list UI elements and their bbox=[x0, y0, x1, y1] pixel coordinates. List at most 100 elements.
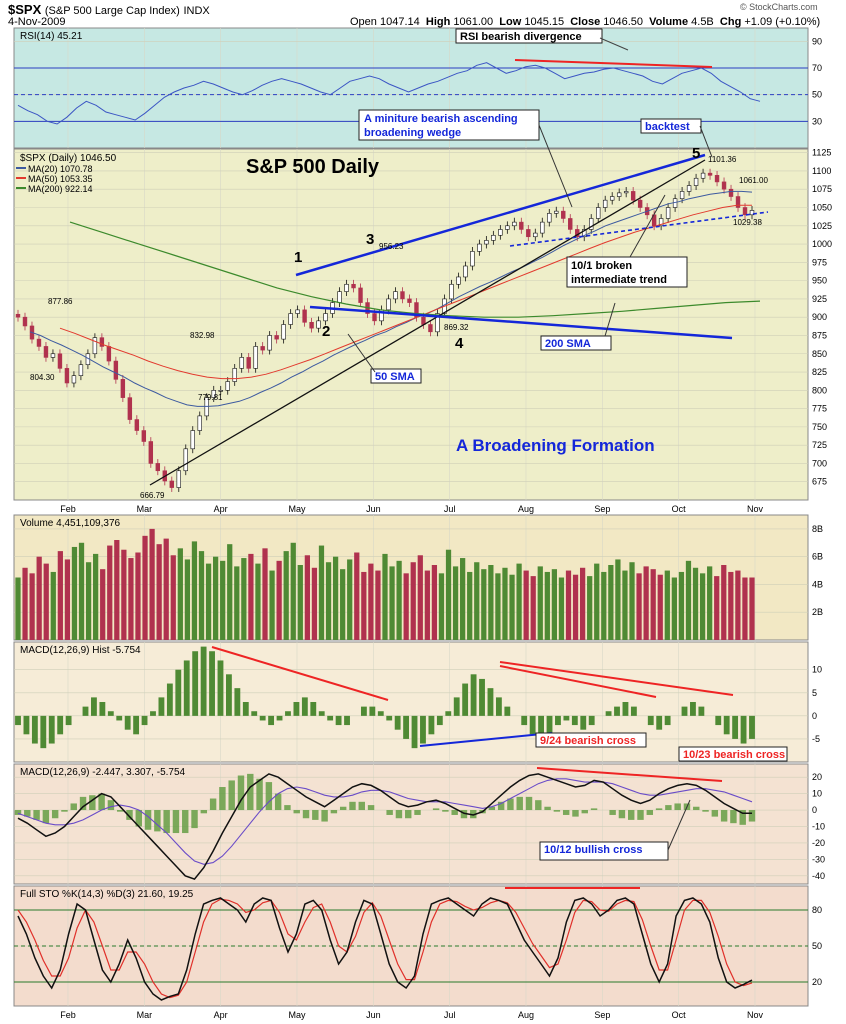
price-y-tick-label: 775 bbox=[812, 404, 827, 414]
price-candle-body bbox=[71, 375, 77, 384]
rsi-y-tick-label: 70 bbox=[812, 63, 822, 73]
sma50-annotation-box bbox=[370, 368, 422, 384]
macd-histogram-bar bbox=[251, 711, 258, 716]
sto-y-tick-label: 80 bbox=[812, 905, 822, 915]
chg-label: Chg bbox=[719, 16, 742, 28]
price-candle-body bbox=[337, 291, 342, 303]
volume-label: Volume bbox=[649, 16, 689, 28]
macd-histogram-bar bbox=[327, 715, 334, 721]
ma50-line bbox=[59, 204, 752, 380]
price-candle-body bbox=[183, 448, 188, 472]
macd-histogram-bar bbox=[420, 715, 426, 744]
volume-bar bbox=[608, 565, 614, 640]
price-candle-body bbox=[274, 335, 279, 340]
macd-legend: MACD(12,26,9) -2.447, 3.307, -5.754 bbox=[20, 767, 186, 778]
sma200-annotation: 200 SMA bbox=[545, 338, 591, 350]
macd-histogram-bar bbox=[14, 810, 22, 815]
bullish-cross-1012-box bbox=[539, 841, 669, 861]
volume-bar bbox=[707, 566, 713, 640]
volume-bar bbox=[71, 546, 78, 640]
volume-bar bbox=[481, 569, 487, 640]
volume-bar bbox=[191, 541, 198, 640]
volume-bar bbox=[85, 562, 92, 640]
volume-bar bbox=[544, 571, 550, 640]
price-label: 779.81 bbox=[198, 393, 223, 402]
month-label-oct: Oct bbox=[672, 1010, 687, 1020]
price-candle-body bbox=[148, 441, 154, 464]
price-candle-body bbox=[630, 191, 636, 201]
macd-histogram-bar bbox=[268, 715, 275, 726]
macd-histogram-bar bbox=[310, 702, 317, 716]
volume-bar bbox=[227, 544, 233, 640]
macd-histogram-bar bbox=[259, 715, 266, 721]
volume-bar bbox=[431, 565, 438, 640]
volume-bar bbox=[417, 555, 423, 640]
macd-histogram-bar bbox=[276, 715, 283, 721]
macd-histogram-bar bbox=[563, 715, 570, 721]
price-y-tick-label: 875 bbox=[812, 330, 827, 340]
macd-y-tick-label: -40 bbox=[812, 871, 825, 881]
price-candle-body bbox=[120, 379, 126, 398]
volume-bar bbox=[50, 571, 56, 640]
hist-divergence-line-3 bbox=[499, 661, 734, 696]
volume-bar bbox=[107, 545, 113, 640]
volume-bar bbox=[601, 571, 607, 640]
macd-histogram-bar bbox=[24, 810, 31, 817]
macd-signal-line bbox=[17, 778, 753, 865]
wedge-annotation-pointer bbox=[538, 124, 573, 208]
macd-histogram-bar bbox=[546, 715, 553, 735]
macd-histogram-bar bbox=[516, 796, 523, 811]
macd-histogram-bar bbox=[436, 715, 443, 726]
macd-histogram-bar bbox=[141, 715, 148, 726]
macd-histogram-bar bbox=[628, 810, 635, 820]
macd-histogram-bar bbox=[82, 706, 89, 716]
volume-bar bbox=[403, 573, 409, 640]
volume-bar bbox=[509, 574, 515, 640]
volume-bar bbox=[36, 556, 42, 640]
macd-histogram-bar bbox=[33, 810, 40, 820]
price-candle-body bbox=[498, 229, 503, 236]
price-y-tick-label: 750 bbox=[812, 422, 827, 432]
volume-bar bbox=[156, 544, 162, 640]
vol-y-tick-label: 6B bbox=[812, 552, 823, 562]
volume-bar bbox=[678, 571, 685, 640]
macd-histogram-bar bbox=[580, 715, 587, 730]
macd-histogram-bar bbox=[748, 810, 756, 822]
volume-bar bbox=[460, 558, 466, 640]
macd-histogram-bar bbox=[553, 810, 561, 812]
volume-bar bbox=[643, 566, 649, 640]
macd-histogram-bar bbox=[405, 810, 412, 819]
macd-histogram-bar bbox=[445, 711, 452, 716]
volume-bar bbox=[347, 559, 353, 640]
volume-bar bbox=[311, 567, 318, 640]
macd-histogram-bar bbox=[321, 810, 328, 822]
rsi-divergence-line bbox=[514, 59, 713, 68]
volume-bar bbox=[671, 577, 677, 640]
macd-histogram-bar bbox=[107, 711, 114, 716]
watermark: © StockCharts.com bbox=[740, 2, 818, 12]
price-candle-body bbox=[449, 283, 454, 300]
macd-histogram-bar bbox=[690, 702, 696, 716]
price-candle-body bbox=[596, 207, 601, 219]
volume-bar bbox=[714, 576, 720, 640]
month-label-feb: Feb bbox=[60, 504, 76, 514]
price-candle-body bbox=[477, 243, 482, 252]
macd-histogram-bar bbox=[504, 706, 511, 716]
price-y-tick-label: 1075 bbox=[812, 184, 832, 194]
macd-histogram-bar bbox=[664, 715, 671, 726]
macd-histogram-bar bbox=[163, 810, 170, 834]
macd-histogram-bar bbox=[521, 715, 528, 726]
macd-histogram-bar bbox=[442, 810, 449, 812]
close-label: Close bbox=[570, 16, 601, 28]
volume-bar bbox=[135, 552, 141, 640]
volume-bar bbox=[276, 560, 282, 640]
macd-histogram-bar bbox=[495, 697, 502, 716]
volume-bar bbox=[594, 563, 600, 640]
macd-histogram-bar bbox=[116, 715, 123, 721]
price-candle-body bbox=[568, 218, 573, 230]
macd-histogram-bar bbox=[637, 810, 644, 820]
price-candle-body bbox=[106, 346, 112, 362]
price-candle-body bbox=[351, 283, 356, 289]
macd-histogram-bar bbox=[647, 715, 654, 726]
